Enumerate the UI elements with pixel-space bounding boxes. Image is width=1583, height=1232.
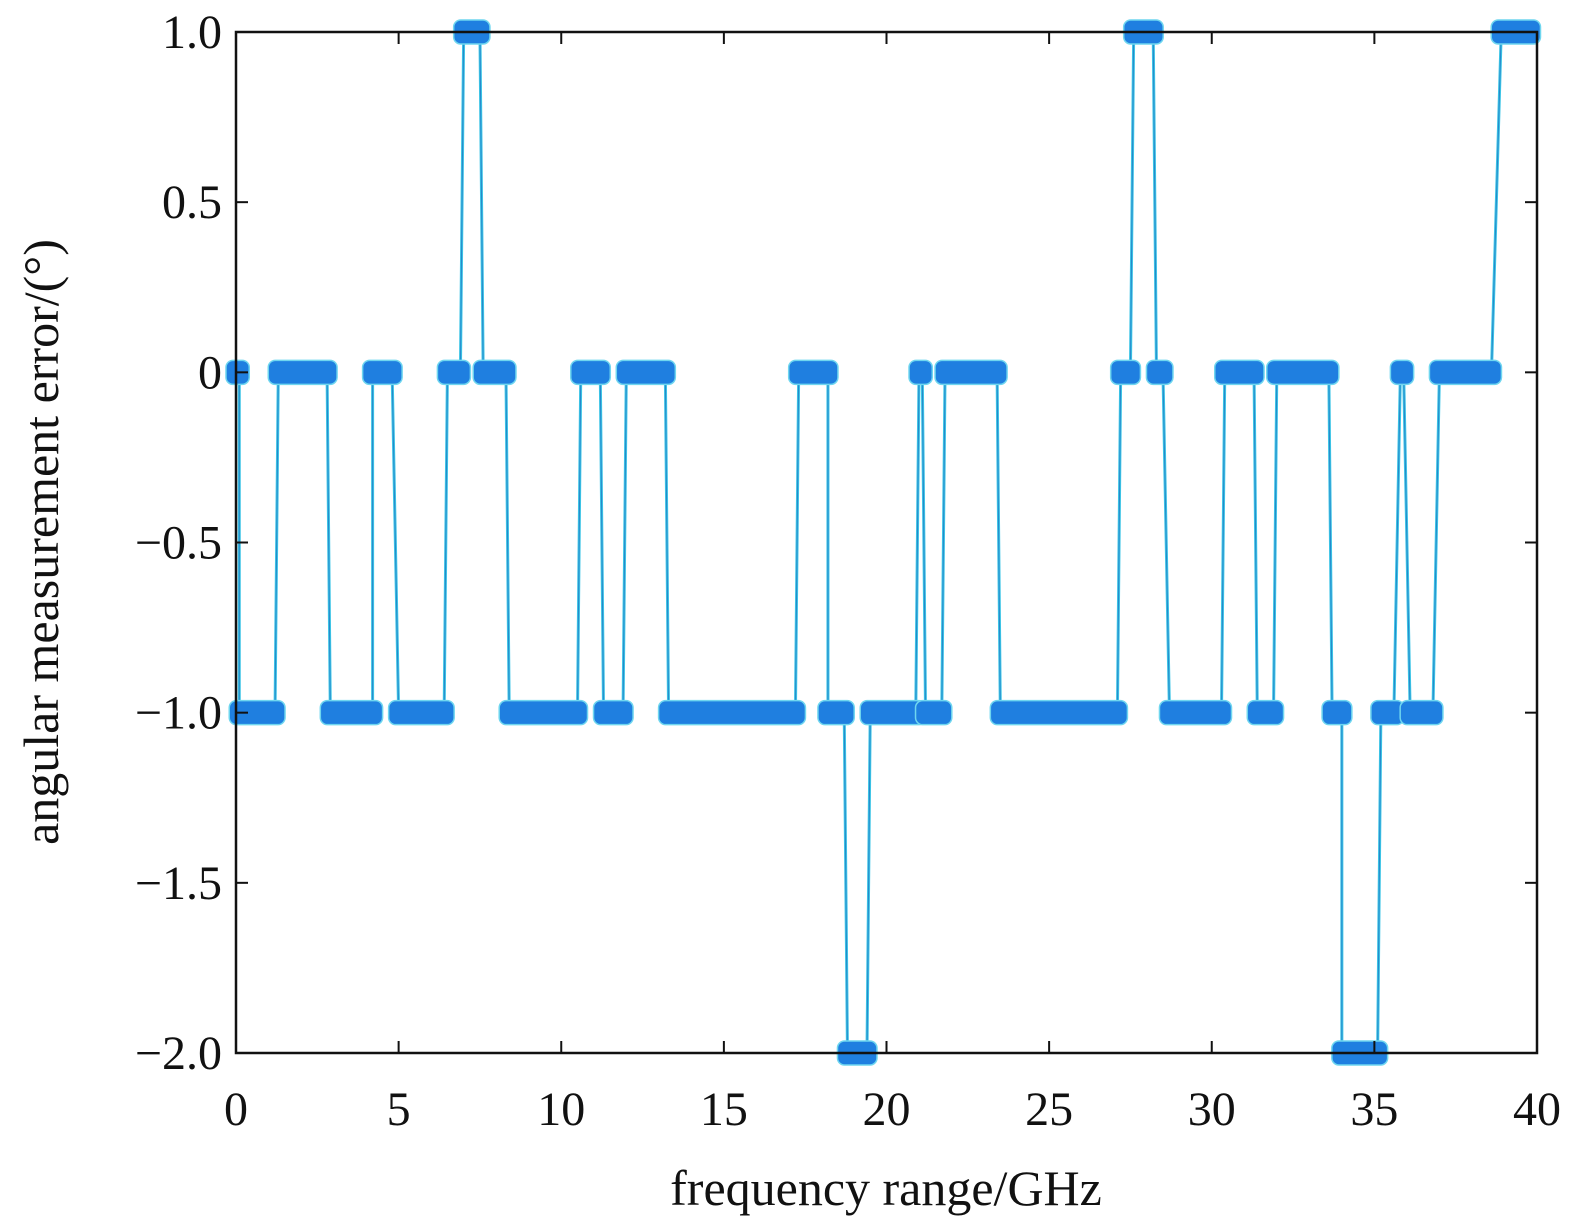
x-tick-label: 25 <box>1025 1083 1073 1136</box>
data-marker-segment <box>361 359 403 386</box>
series-layer <box>225 19 1542 1066</box>
ticks-layer: 0 5 10 15 20 25 30 35 40 1.0 0.5 0 −0.5 −1.0 −1.5 −2.0 <box>135 6 1561 1136</box>
data-marker-segment <box>1399 699 1444 726</box>
data-marker-segment <box>787 359 839 386</box>
data-marker-segment <box>989 699 1129 726</box>
y-tick-label: 0.5 <box>162 176 222 229</box>
y-tick-label: 0 <box>198 346 222 399</box>
y-tick-label: −2.0 <box>135 1027 222 1080</box>
data-marker-segment <box>436 359 472 386</box>
data-marker-segment <box>498 699 589 726</box>
data-marker-segment <box>387 699 455 726</box>
x-tick-label: 10 <box>537 1083 585 1136</box>
data-marker-segment <box>914 699 953 726</box>
data-marker-segment <box>817 699 855 726</box>
data-marker-segment <box>1370 699 1405 726</box>
y-tick-label: −1.5 <box>135 857 222 910</box>
x-axis-label: frequency range/GHz <box>670 1160 1102 1216</box>
data-marker-segment <box>570 359 612 386</box>
data-marker-segment <box>1428 359 1503 386</box>
data-marker-segment <box>228 699 286 726</box>
y-tick-label: −1.0 <box>135 687 222 740</box>
data-marker-segment <box>472 359 517 386</box>
data-marker-segment <box>908 359 934 386</box>
y-tick-label: −0.5 <box>135 517 222 570</box>
x-tick-label: 35 <box>1350 1083 1398 1136</box>
data-marker-segment <box>1145 359 1174 386</box>
data-marker-segment <box>934 359 1008 386</box>
data-marker-segment <box>615 359 677 386</box>
data-marker-segment <box>1321 699 1353 726</box>
data-marker-segment <box>1246 699 1285 726</box>
data-marker-segment <box>592 699 634 726</box>
y-tick-label: 1.0 <box>162 6 222 59</box>
y-axis-label: angular measurement error/(°) <box>13 239 69 845</box>
x-tick-label: 40 <box>1513 1083 1561 1136</box>
data-marker-segment <box>319 699 384 726</box>
x-tick-label: 5 <box>387 1083 411 1136</box>
x-tick-label: 20 <box>863 1083 911 1136</box>
x-tick-label: 15 <box>700 1083 748 1136</box>
series-line-core <box>236 31 1531 1054</box>
data-marker-segment <box>1109 359 1142 386</box>
data-marker-segment <box>1266 359 1340 386</box>
x-tick-label: 30 <box>1188 1083 1236 1136</box>
data-marker-segment <box>267 359 338 386</box>
data-marker-segment <box>1214 359 1265 386</box>
data-marker-segment <box>657 699 807 726</box>
series-line <box>236 30 1531 1055</box>
data-marker-segment <box>1158 699 1233 726</box>
data-marker-segment <box>1389 359 1415 386</box>
x-tick-label: 0 <box>224 1083 248 1136</box>
